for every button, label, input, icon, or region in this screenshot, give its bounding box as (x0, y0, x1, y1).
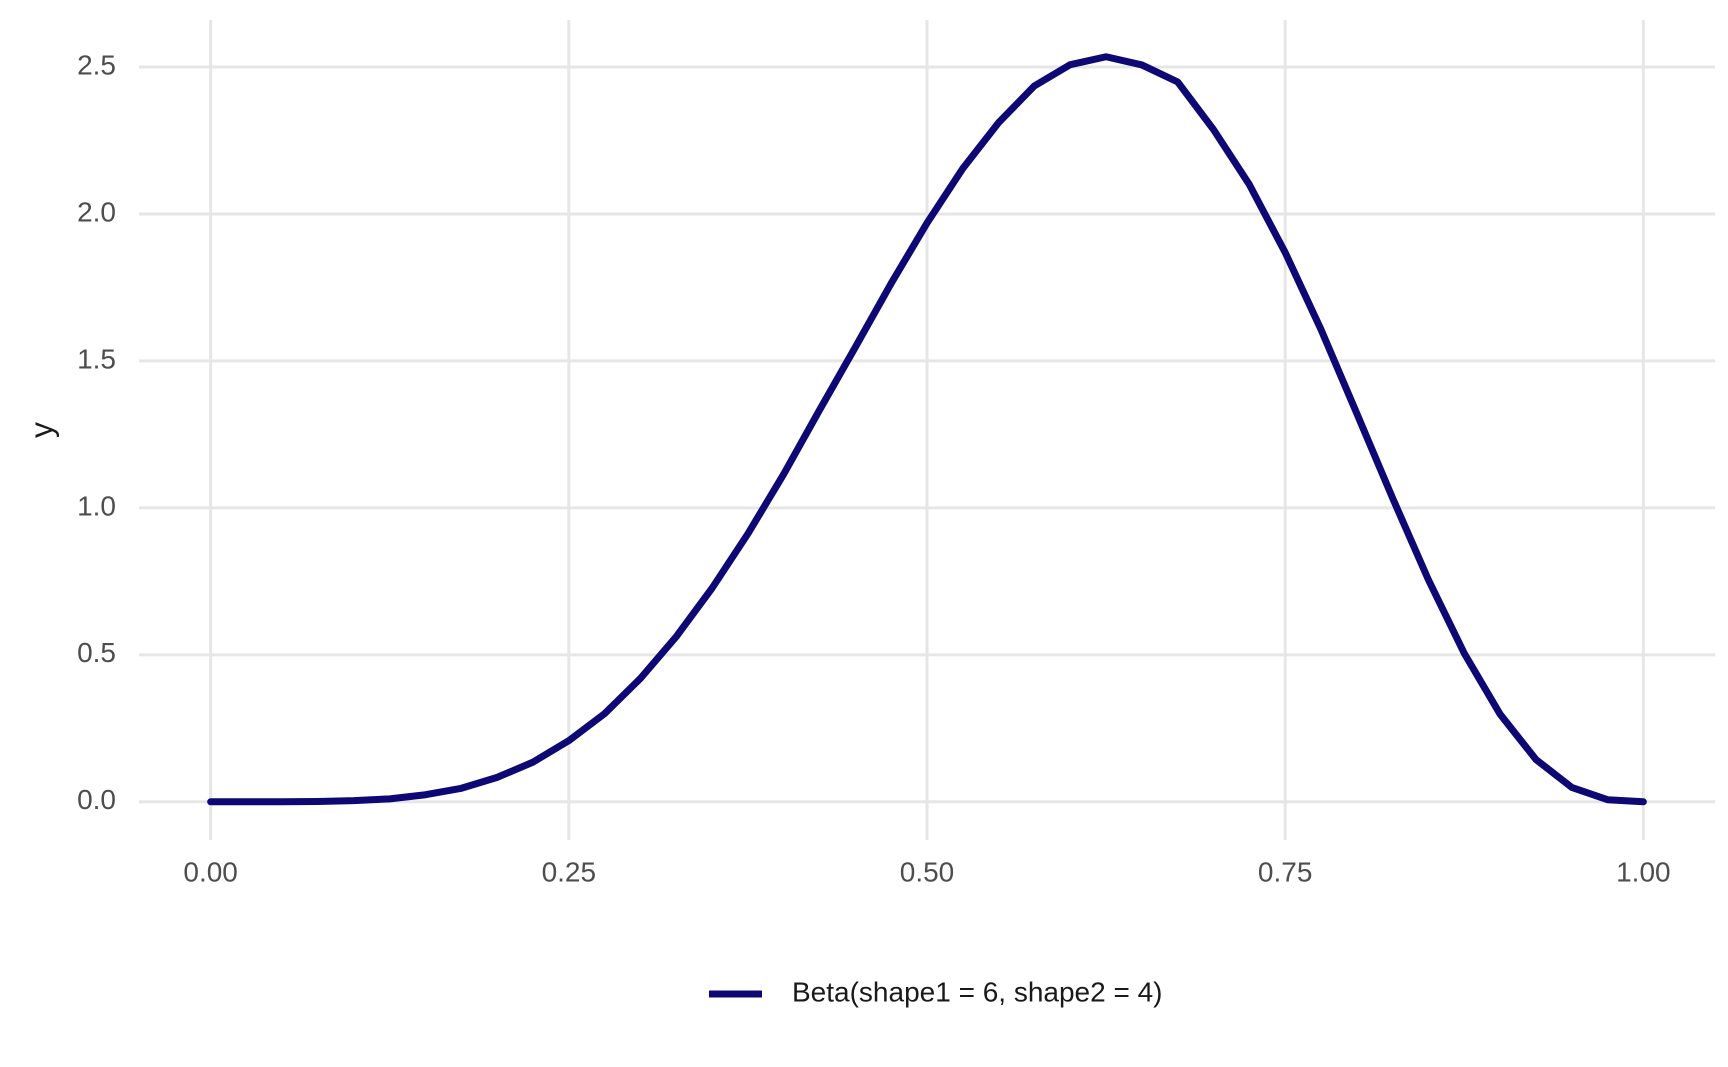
y-tick-label: 0.0 (77, 784, 116, 815)
legend-label: Beta(shape1 = 6, shape2 = 4) (792, 976, 1163, 1007)
x-tick-label: 1.00 (1616, 856, 1671, 887)
y-tick-label: 1.0 (77, 490, 116, 521)
x-tick-label: 0.50 (900, 856, 955, 887)
x-tick-label: 0.25 (542, 856, 597, 887)
x-tick-label: 0.75 (1258, 856, 1313, 887)
y-tick-label: 2.5 (77, 49, 116, 80)
y-tick-label: 2.0 (77, 196, 116, 227)
x-tick-label: 0.00 (183, 856, 238, 887)
y-axis-title: y (23, 422, 59, 438)
data-line (207, 53, 1647, 806)
y-tick-label: 1.5 (77, 343, 116, 374)
y-tick-label: 0.5 (77, 637, 116, 668)
